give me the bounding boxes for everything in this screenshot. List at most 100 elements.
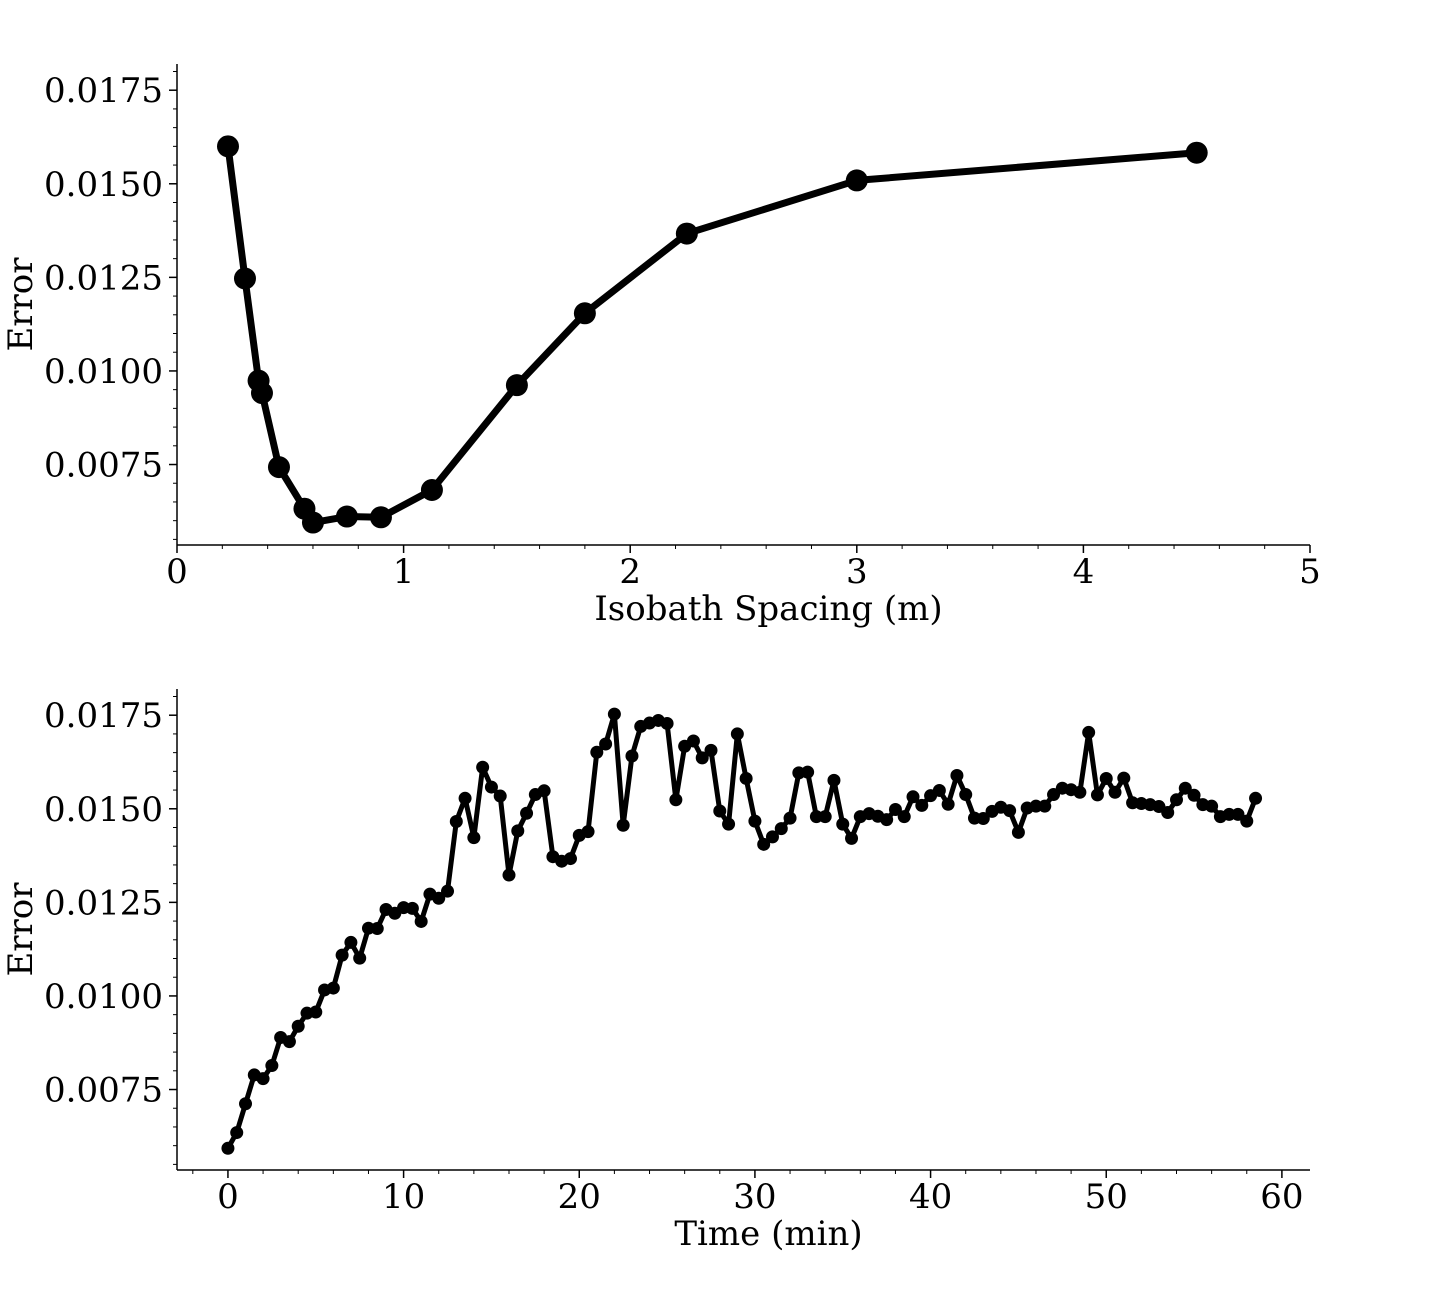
bottom-data-point bbox=[730, 727, 744, 741]
bottom-data-point bbox=[520, 806, 534, 820]
top-data-point bbox=[573, 302, 596, 325]
bottom-data-point bbox=[1117, 771, 1131, 785]
bottom-data-point bbox=[502, 868, 516, 882]
top-y-tick-label: 0.0175 bbox=[44, 71, 163, 111]
top-x-axis-label: Isobath Spacing (m) bbox=[594, 589, 942, 629]
bottom-data-point bbox=[1038, 799, 1052, 813]
top-y-tick-label: 0.0125 bbox=[44, 258, 163, 298]
bottom-data-point bbox=[845, 831, 859, 845]
bottom-x-tick-label: 10 bbox=[382, 1177, 425, 1217]
top-data-point bbox=[267, 456, 290, 479]
bottom-data-point bbox=[757, 837, 771, 851]
bottom-data-point bbox=[932, 783, 946, 797]
bottom-data-point bbox=[563, 852, 577, 866]
top-x-tick-label: 4 bbox=[1073, 552, 1095, 592]
bottom-data-point bbox=[897, 810, 911, 824]
bottom-y-tick-label: 0.0100 bbox=[44, 977, 163, 1017]
top-data-point bbox=[335, 505, 358, 528]
bottom-data-point bbox=[713, 804, 727, 818]
bottom-data-point bbox=[599, 737, 613, 751]
bottom-data-point bbox=[941, 797, 955, 811]
top-x-tick-label: 3 bbox=[846, 552, 868, 592]
top-x-tick-label: 2 bbox=[619, 552, 641, 592]
bottom-data-point bbox=[704, 743, 718, 757]
bottom-data-point bbox=[581, 825, 595, 839]
bottom-data-point bbox=[256, 1072, 270, 1086]
bottom-data-point bbox=[484, 780, 498, 794]
bottom-data-point bbox=[344, 935, 358, 949]
bottom-data-point bbox=[326, 981, 340, 995]
top-data-point bbox=[301, 511, 324, 534]
bottom-data-point bbox=[335, 948, 349, 962]
bottom-data-point bbox=[1240, 814, 1254, 828]
bottom-chart: 0 10 20 30 40 50 60 0.0075 0.0100 0.0125 0.0150 0.0… bbox=[1, 689, 1310, 1254]
bottom-data-point bbox=[976, 812, 990, 826]
bottom-data-point bbox=[467, 831, 481, 845]
bottom-data-point bbox=[476, 760, 490, 774]
bottom-data-point bbox=[607, 707, 621, 721]
bottom-data-point bbox=[1073, 785, 1087, 799]
bottom-data-point bbox=[370, 922, 384, 936]
bottom-data-point bbox=[353, 951, 367, 965]
top-y-tick-label: 0.0150 bbox=[44, 165, 163, 205]
bottom-x-tick-label: 60 bbox=[1260, 1177, 1303, 1217]
bottom-data-point bbox=[309, 1005, 323, 1019]
bottom-data-point bbox=[1249, 791, 1263, 805]
bottom-data-point bbox=[282, 1035, 296, 1049]
bottom-data-point bbox=[915, 798, 929, 812]
top-data-point bbox=[233, 267, 256, 290]
bottom-data-point bbox=[836, 817, 850, 831]
top-data-point bbox=[216, 135, 239, 158]
bottom-x-tick-label: 50 bbox=[1085, 1177, 1128, 1217]
bottom-data-point bbox=[265, 1059, 279, 1073]
top-data-point bbox=[845, 169, 868, 192]
bottom-x-tick-label: 0 bbox=[217, 1177, 239, 1217]
bottom-data-point bbox=[1170, 793, 1183, 807]
top-x-tick-label: 5 bbox=[1299, 552, 1321, 592]
bottom-data-point bbox=[1178, 781, 1192, 795]
bottom-data-point bbox=[291, 1019, 305, 1033]
bottom-data-point bbox=[669, 793, 683, 807]
top-y-tick-label: 0.0075 bbox=[44, 446, 163, 486]
bottom-data-point bbox=[880, 813, 894, 827]
bottom-data-point bbox=[722, 817, 736, 831]
top-x-tick-label: 1 bbox=[393, 552, 415, 592]
bottom-data-point bbox=[221, 1141, 235, 1155]
bottom-data-point bbox=[239, 1097, 253, 1111]
bottom-data-point bbox=[432, 891, 446, 905]
bottom-data-point bbox=[590, 745, 604, 759]
bottom-data-point bbox=[801, 765, 815, 779]
top-data-point bbox=[675, 222, 698, 245]
top-series-line bbox=[224, 142, 1201, 527]
top-y-tick-label: 0.0100 bbox=[44, 352, 163, 392]
top-chart: 0 1 2 3 4 5 0.0075 0.0100 0.0125 0.0150 0.0175 Isob… bbox=[1, 64, 1321, 629]
bottom-y-tick-label: 0.0125 bbox=[44, 883, 163, 923]
bottom-data-point bbox=[1090, 788, 1104, 802]
bottom-data-point bbox=[414, 914, 428, 928]
bottom-data-point bbox=[493, 789, 507, 803]
bottom-data-point bbox=[950, 768, 964, 782]
bottom-y-axis-label: Error bbox=[1, 882, 41, 977]
top-x-tick-label: 0 bbox=[166, 552, 188, 592]
bottom-data-point bbox=[458, 791, 472, 805]
bottom-data-point bbox=[686, 734, 700, 748]
bottom-data-point bbox=[739, 771, 753, 785]
bottom-data-point bbox=[906, 790, 920, 804]
bottom-data-point bbox=[1082, 725, 1096, 739]
bottom-data-point bbox=[1003, 804, 1017, 818]
top-data-point bbox=[1185, 141, 1208, 164]
bottom-data-point bbox=[1205, 799, 1219, 813]
top-y-axis-label: Error bbox=[1, 257, 41, 352]
bottom-data-point bbox=[888, 803, 902, 817]
bottom-data-point bbox=[616, 818, 630, 832]
bottom-y-tick-label: 0.0075 bbox=[44, 1071, 163, 1111]
bottom-data-point bbox=[1108, 785, 1122, 799]
top-data-point bbox=[505, 374, 528, 397]
bottom-y-tick-label: 0.0175 bbox=[44, 696, 163, 736]
bottom-x-tick-label: 20 bbox=[558, 1177, 601, 1217]
top-data-point bbox=[250, 382, 273, 405]
bottom-data-point bbox=[230, 1126, 244, 1140]
bottom-x-tick-label: 30 bbox=[733, 1177, 776, 1217]
bottom-data-point bbox=[449, 815, 463, 829]
bottom-x-axis-label: Time (min) bbox=[674, 1214, 862, 1254]
